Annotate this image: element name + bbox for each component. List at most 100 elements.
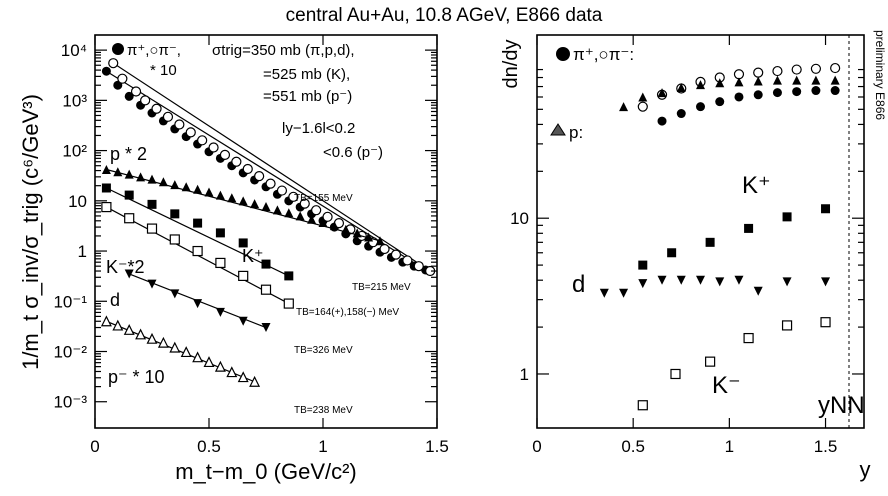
data-point-filled-triangle-down: [238, 316, 248, 326]
data-point-filled-triangle-down: [638, 279, 648, 289]
data-point-open-square: [169, 234, 180, 245]
left-y-tick-label: 10³: [62, 91, 87, 110]
right-kminus-label: K⁻: [712, 372, 741, 399]
data-point-filled-triangle: [215, 190, 225, 200]
left-y-tick-label: 10⁻²: [53, 343, 87, 362]
right-panel: 0 0.5 1 1.5 1 10 y dn/dy preliminary E866 π⁺,…: [500, 30, 887, 482]
data-point-filled-triangle: [657, 88, 667, 98]
proton-scale-label: p * 2: [110, 144, 147, 164]
data-point-open-triangle: [146, 332, 158, 344]
data-point-filled-triangle: [364, 232, 374, 242]
data-point-filled-circle: [657, 116, 667, 126]
data-point-open-circle: [390, 249, 402, 260]
left-y-tick-label: 10²: [62, 142, 87, 161]
left-panel: 0 0.5 1 1.5 10⁻³ 10⁻² 10⁻¹ 1 10 10² 10³ 10⁴ m_t−m_0…: [18, 34, 449, 484]
data-point-filled-square: [147, 199, 157, 209]
data-point-open-circle: [185, 127, 196, 138]
right-x-tick-label: 0: [532, 437, 541, 456]
tb-antiproton-label: TB=238 MeV: [294, 405, 353, 416]
data-point-filled-square: [638, 260, 648, 270]
data-point-open-triangle: [237, 371, 249, 383]
left-x-tick-label: 0.5: [197, 437, 221, 456]
data-point-filled-square: [261, 259, 271, 269]
data-point-filled-circle: [715, 97, 725, 107]
data-point-filled-circle: [101, 66, 111, 76]
data-point-open-circle: [791, 64, 802, 75]
right-x-tick-label: 0.5: [621, 437, 645, 456]
data-point-filled-triangle: [307, 214, 317, 224]
right-proton-legend-marker: [550, 123, 566, 136]
data-point-open-circle: [733, 69, 745, 80]
data-point-open-triangle: [249, 375, 261, 387]
data-point-filled-triangle-down: [193, 299, 203, 309]
data-point-filled-square: [705, 237, 715, 247]
data-point-filled-circle: [734, 92, 744, 102]
data-point-filled-triangle: [101, 165, 111, 175]
tb-proton-label: TB=155 MeV: [294, 193, 353, 204]
data-point-open-square: [705, 356, 716, 367]
right-proton-legend-text: p:: [569, 123, 583, 142]
data-point-open-triangle: [203, 356, 215, 368]
left-x-tick-label: 1: [318, 437, 327, 456]
data-point-open-triangle: [100, 315, 112, 327]
data-point-filled-triangle: [734, 77, 744, 87]
left-y-tick-label: 1: [78, 242, 87, 261]
right-ylabel: dn/dy: [500, 40, 522, 89]
data-point-open-square: [192, 245, 203, 257]
data-point-filled-triangle: [136, 172, 146, 182]
data-point-filled-circle: [792, 87, 802, 97]
data-point-open-circle: [810, 63, 822, 74]
data-point-open-circle: [311, 205, 322, 216]
data-point-open-circle: [288, 191, 299, 202]
data-point-filled-square: [284, 271, 294, 281]
data-point-filled-triangle: [158, 177, 168, 187]
right-kplus-label: K⁺: [742, 172, 771, 199]
antiproton-label: p⁻ * 10: [108, 367, 165, 387]
left-y-tick-label: 10⁻¹: [53, 292, 87, 311]
data-point-filled-square: [193, 218, 203, 228]
data-point-filled-triangle: [272, 205, 282, 215]
data-point-open-circle: [140, 95, 151, 106]
data-point-open-square: [670, 368, 681, 380]
left-y-tick-label: 10⁻³: [53, 393, 87, 412]
data-point-filled-triangle-down: [696, 275, 705, 285]
data-point-open-triangle: [180, 346, 192, 358]
data-point-filled-triangle: [375, 236, 385, 246]
data-point-filled-square: [782, 212, 792, 222]
data-point-open-square: [124, 213, 135, 224]
data-point-open-square: [283, 298, 294, 309]
data-point-filled-triangle-down: [676, 275, 686, 285]
left-y-tick-label: 10: [68, 192, 87, 211]
data-point-filled-triangle: [792, 75, 802, 85]
data-point-open-triangle: [169, 341, 181, 353]
right-data-marks: [599, 62, 841, 411]
data-point-open-circle: [151, 103, 162, 114]
data-point-open-triangle: [123, 323, 135, 335]
sigma-text-3: =551 mb (p⁻): [263, 88, 352, 105]
sigma-text-1: σtrig=350 mb (π,p,d),: [212, 42, 355, 59]
sigma-text-2: =525 mb (K),: [263, 66, 350, 83]
right-plot-frame: [536, 34, 865, 429]
data-point-filled-triangle: [753, 76, 763, 86]
data-point-filled-square: [238, 238, 248, 248]
data-point-open-circle: [379, 243, 390, 255]
data-point-filled-square: [170, 209, 180, 219]
data-point-filled-circle: [772, 88, 782, 98]
data-point-filled-triangle-down: [124, 269, 134, 279]
left-data-marks: [100, 58, 436, 387]
data-point-filled-triangle: [261, 202, 271, 212]
data-point-open-circle: [130, 86, 142, 97]
data-point-filled-triangle-down: [599, 288, 609, 298]
right-ynn-label: yNN: [818, 392, 865, 419]
data-point-filled-triangle: [830, 75, 840, 85]
rapidity-cut-2: <0.6 (p⁻): [323, 144, 383, 161]
right-axis-ticks: 0 0.5 1 1.5 1 10: [510, 35, 864, 456]
data-point-open-triangle: [214, 360, 226, 372]
data-point-open-circle: [242, 163, 253, 175]
data-point-open-circle: [117, 73, 128, 84]
data-point-filled-triangle: [193, 184, 203, 194]
data-point-filled-triangle: [227, 193, 237, 203]
data-point-filled-triangle-down: [215, 307, 225, 317]
right-deuteron-label: d: [572, 271, 585, 298]
pion-legend-text: π⁺,○π⁻,: [127, 42, 181, 59]
